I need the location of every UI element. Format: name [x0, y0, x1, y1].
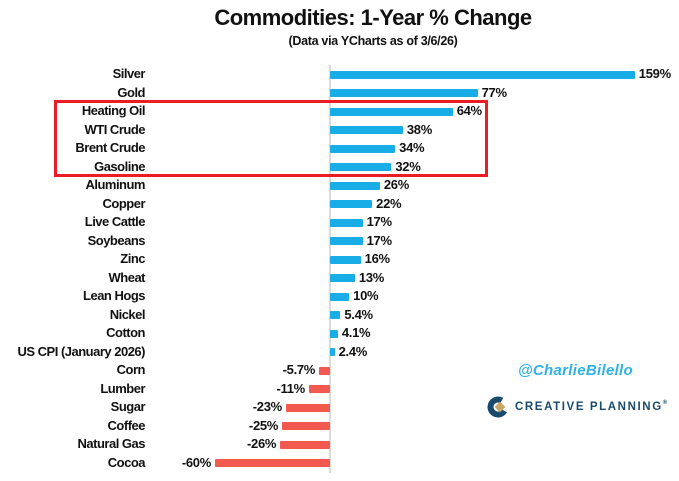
- value-label: 2.4%: [338, 343, 368, 359]
- category-label: Aluminum: [85, 177, 145, 192]
- value-label: -5.7%: [282, 362, 316, 377]
- value-label: -23%: [252, 399, 282, 414]
- category-label: Zinc: [120, 251, 145, 266]
- bar-row: Sugar -23%: [0, 398, 679, 417]
- category-label: Soybeans: [87, 232, 146, 248]
- bar: [330, 237, 363, 245]
- category-label: Brent Crude: [75, 140, 145, 155]
- category-label: Sugar: [110, 399, 146, 414]
- bar-row: Cotton 4.1%: [0, 324, 679, 343]
- value-label: 22%: [376, 195, 402, 211]
- category-label: Copper: [102, 195, 146, 211]
- brand-logo: CREATIVE PLANNING®: [487, 396, 667, 418]
- chart-title: Commodities: 1-Year % Change: [214, 5, 532, 30]
- bar: [285, 403, 330, 412]
- bar-row: Lean Hogs 10%: [0, 287, 679, 306]
- value-label: 77%: [481, 84, 507, 100]
- brand-name: CREATIVE PLANNING®: [515, 400, 668, 413]
- bar-row: Gold 77%: [0, 84, 679, 103]
- bar-row: Heating Oil 64%: [0, 102, 679, 121]
- highlight-box-energy: [54, 100, 488, 177]
- category-label: Cocoa: [107, 454, 146, 470]
- value-label: 5.4%: [344, 306, 373, 322]
- brand-trademark: ®: [662, 400, 668, 406]
- bar-row: Zinc 16%: [0, 250, 679, 269]
- value-label: 159%: [638, 66, 671, 81]
- bar: [330, 144, 396, 153]
- bar: [330, 311, 341, 319]
- bar-rows-container: Silver 159% Gold 77% Heating Oil 64% WTI Crude…: [0, 65, 679, 472]
- bar: [330, 218, 363, 227]
- category-label: Silver: [112, 66, 146, 81]
- bar: [330, 292, 350, 301]
- category-label: WTI Crude: [84, 121, 146, 137]
- bar: [330, 329, 338, 338]
- bar: [330, 200, 373, 208]
- creative-planning-c-icon: [487, 396, 509, 418]
- value-label: 10%: [353, 288, 379, 303]
- value-label: 26%: [383, 177, 409, 192]
- bar-row: Nickel 5.4%: [0, 306, 679, 325]
- watermark-handle: @CharlieBilello: [518, 362, 633, 379]
- bar: [330, 107, 453, 116]
- bar: [330, 89, 478, 97]
- zero-axis-line: [329, 65, 331, 473]
- category-label: Coffee: [107, 417, 146, 433]
- bar: [330, 181, 380, 190]
- bar: [330, 255, 361, 264]
- category-label: Lean Hogs: [83, 288, 145, 303]
- bar-row: Wheat 13%: [0, 269, 679, 288]
- bar: [330, 70, 635, 79]
- bar-row: US CPI (January 2026) 2.4%: [0, 343, 679, 362]
- category-label: Corn: [116, 362, 146, 377]
- value-label: 38%: [406, 121, 432, 137]
- bar: [330, 348, 335, 356]
- bar-row: Coffee -25%: [0, 417, 679, 436]
- category-label: Lumber: [100, 380, 145, 396]
- value-label: 17%: [366, 232, 392, 248]
- bar-row: Silver 159%: [0, 65, 679, 84]
- bar-row: Aluminum 26%: [0, 176, 679, 195]
- bar: [330, 163, 392, 171]
- value-label: 32%: [395, 158, 421, 174]
- bar-row: Lumber -11%: [0, 380, 679, 399]
- value-label: -26%: [247, 436, 277, 451]
- bar: [280, 440, 330, 449]
- bar-row: Copper 22%: [0, 195, 679, 214]
- value-label: -25%: [248, 417, 279, 433]
- bar-row: Corn -5.7%: [0, 361, 679, 380]
- value-label: 4.1%: [341, 325, 371, 340]
- bar: [282, 422, 330, 430]
- chart-subtitle: (Data via YCharts as of 3/6/26): [288, 34, 458, 48]
- bar-row: Gasoline 32%: [0, 158, 679, 177]
- category-label: Heating Oil: [81, 103, 146, 118]
- bar-row: Brent Crude 34%: [0, 139, 679, 158]
- bar: [319, 366, 330, 375]
- category-label: Natural Gas: [77, 436, 146, 451]
- category-label: Wheat: [108, 269, 146, 285]
- category-label: Gold: [117, 84, 145, 100]
- bar-row: Live Cattle 17%: [0, 213, 679, 232]
- bar-row: Cocoa -60%: [0, 454, 679, 473]
- bar: [330, 126, 403, 134]
- category-label: US CPI (January 2026): [17, 343, 145, 359]
- category-label: Cotton: [106, 325, 145, 340]
- value-label: -60%: [181, 454, 211, 470]
- bar: [214, 459, 330, 467]
- bar-row: WTI Crude 38%: [0, 121, 679, 140]
- value-label: 16%: [364, 251, 390, 266]
- value-label: 17%: [366, 214, 392, 229]
- bar-row: Natural Gas -26%: [0, 435, 679, 454]
- value-label: 13%: [358, 269, 385, 285]
- value-label: 64%: [456, 103, 482, 118]
- bar: [308, 385, 330, 393]
- value-label: -11%: [276, 380, 305, 396]
- category-label: Live Cattle: [84, 214, 146, 229]
- category-label: Nickel: [109, 306, 146, 322]
- bar: [330, 274, 355, 282]
- category-label: Gasoline: [94, 158, 145, 174]
- bar-row: Soybeans 17%: [0, 232, 679, 251]
- value-label: 34%: [399, 140, 425, 155]
